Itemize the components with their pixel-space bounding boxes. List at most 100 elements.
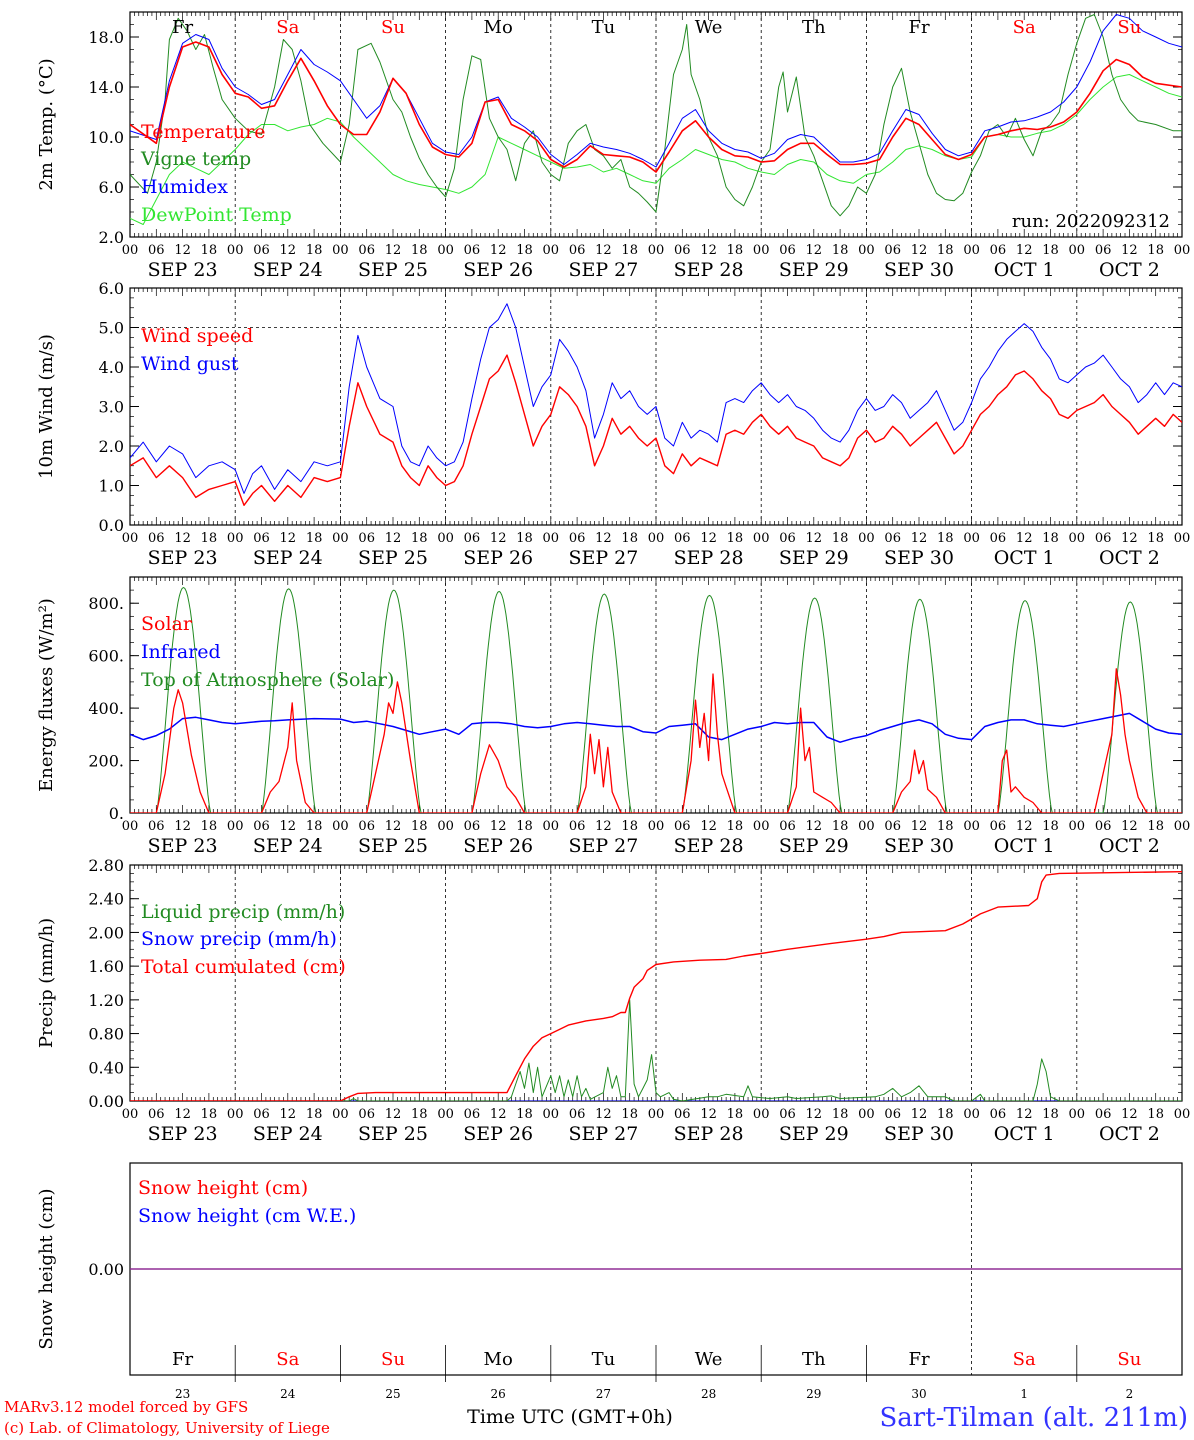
weekday-label: Sa — [1013, 17, 1036, 38]
y-tick-label: 18.0 — [88, 28, 124, 47]
hour-label: 00 — [1174, 819, 1191, 834]
y-tick-label: 0.00 — [88, 1260, 124, 1279]
hour-label: 12 — [280, 1107, 297, 1122]
date-label: SEP 30 — [884, 547, 954, 569]
weekday-label: Fr — [908, 1349, 929, 1370]
hour-label: 06 — [358, 531, 375, 546]
weekday-label: Tu — [592, 1349, 616, 1370]
day-number-label: 29 — [806, 1387, 821, 1401]
y-axis-title: Precip (mm/h) — [36, 918, 57, 1048]
y-axis-title: 2m Temp. (°C) — [36, 58, 57, 190]
hour-label: 18 — [1147, 531, 1164, 546]
hour-label: 18 — [832, 243, 849, 258]
day-number-label: 26 — [491, 1387, 506, 1401]
date-label: SEP 29 — [779, 259, 849, 281]
hour-label: 18 — [201, 531, 218, 546]
y-tick-label: 0. — [109, 804, 124, 823]
hour-label: 12 — [595, 531, 612, 546]
hour-label: 00 — [122, 1107, 139, 1122]
date-label: SEP 23 — [148, 1123, 218, 1145]
legend-entry: Vigne temp — [140, 148, 251, 170]
hour-label: 12 — [911, 531, 928, 546]
y-axis-title: 10m Wind (m/s) — [36, 334, 57, 479]
hour-label: 06 — [569, 243, 586, 258]
hour-label: 00 — [963, 243, 980, 258]
hour-label: 12 — [174, 819, 191, 834]
hour-label: 18 — [516, 531, 533, 546]
date-label: OCT 1 — [994, 1123, 1055, 1145]
hour-label: 18 — [621, 819, 638, 834]
y-tick-label: 0.0 — [99, 516, 124, 535]
date-label: OCT 1 — [994, 547, 1055, 569]
hour-label: 06 — [253, 243, 270, 258]
hour-label: 00 — [227, 531, 244, 546]
hour-label: 06 — [148, 243, 165, 258]
hour-label: 12 — [911, 819, 928, 834]
date-label: OCT 1 — [994, 259, 1055, 281]
day-number-label: 24 — [280, 1387, 296, 1401]
weekday-label: Su — [381, 17, 405, 38]
hour-label: 18 — [1042, 819, 1059, 834]
hour-label: 00 — [963, 1107, 980, 1122]
hour-label: 00 — [1069, 243, 1086, 258]
date-label: SEP 25 — [358, 1123, 428, 1145]
hour-label: 12 — [595, 1107, 612, 1122]
hour-label: 18 — [937, 531, 954, 546]
y-tick-label: 0.40 — [88, 1058, 124, 1077]
series-line-infrared — [130, 712, 1182, 743]
hour-label: 12 — [385, 819, 402, 834]
hour-label: 18 — [1042, 243, 1059, 258]
date-label: OCT 2 — [1099, 1123, 1160, 1145]
legend-entry: Wind gust — [141, 353, 239, 375]
panel-5: Fr 23 Sa 24 Su 25 Mo 26 Tu 27 We 28 Th 29 Fr 30 Sa 1 Su 2 0.… — [36, 1162, 1183, 1401]
hour-label: 06 — [884, 531, 901, 546]
weekday-label: Su — [381, 1349, 405, 1370]
hour-label: 06 — [1095, 1107, 1112, 1122]
legend-entry: Snow height (cm W.E.) — [138, 1205, 356, 1227]
hour-label: 00 — [1069, 531, 1086, 546]
legend-entry: Snow precip (mm/h) — [141, 928, 337, 950]
date-label: SEP 23 — [148, 259, 218, 281]
series-line-liquid-precip-mm-h- — [130, 999, 1182, 1101]
hour-label: 06 — [884, 1107, 901, 1122]
hour-label: 00 — [1174, 1107, 1191, 1122]
hour-label: 00 — [332, 1107, 349, 1122]
date-label: SEP 27 — [568, 835, 638, 857]
hour-label: 06 — [1095, 819, 1112, 834]
hour-label: 06 — [464, 531, 481, 546]
hour-label: 12 — [490, 243, 507, 258]
hour-label: 18 — [621, 531, 638, 546]
hour-label: 18 — [727, 1107, 744, 1122]
hour-label: 18 — [1042, 1107, 1059, 1122]
hour-label: 06 — [674, 819, 691, 834]
hour-label: 06 — [779, 531, 796, 546]
hour-label: 18 — [306, 1107, 323, 1122]
hour-label: 00 — [753, 243, 770, 258]
legend-entry: Top of Atmosphere (Solar) — [141, 669, 394, 691]
weekday-label: Th — [802, 1349, 826, 1370]
hour-label: 00 — [858, 243, 875, 258]
station-name: Sart-Tilman (alt. 211m) — [879, 1403, 1188, 1433]
hour-label: 12 — [806, 531, 823, 546]
series-line-temperature — [130, 41, 1182, 173]
hour-label: 18 — [621, 1107, 638, 1122]
hour-label: 18 — [621, 243, 638, 258]
hour-label: 18 — [1147, 1107, 1164, 1122]
hour-label: 12 — [385, 243, 402, 258]
hour-label: 12 — [1016, 819, 1033, 834]
y-tick-label: 14.0 — [88, 78, 124, 97]
date-label: SEP 27 — [568, 1123, 638, 1145]
hour-label: 12 — [174, 243, 191, 258]
hour-label: 00 — [858, 531, 875, 546]
day-number-label: 23 — [175, 1387, 190, 1401]
series-line-humidex — [130, 14, 1182, 168]
series-line-solar — [130, 668, 1182, 813]
hour-label: 18 — [516, 243, 533, 258]
legend-entry: Temperature — [141, 121, 265, 143]
date-label: SEP 26 — [463, 259, 533, 281]
day-number-label: 30 — [911, 1387, 926, 1401]
hour-label: 00 — [543, 243, 560, 258]
hour-label: 18 — [516, 1107, 533, 1122]
